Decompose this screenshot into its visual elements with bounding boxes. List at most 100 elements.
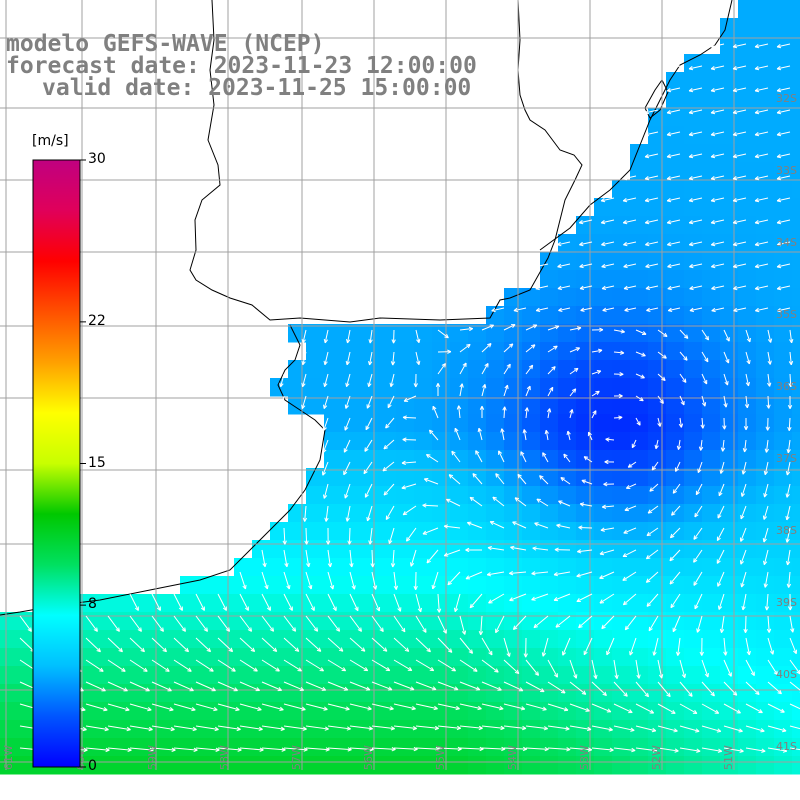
wind-arrow	[327, 549, 333, 568]
wind-cell	[144, 684, 163, 703]
wind-arrow	[388, 527, 395, 544]
wind-cell	[612, 198, 631, 217]
wind-cell	[540, 738, 559, 757]
wind-arrow	[644, 197, 659, 203]
wind-cell	[792, 576, 800, 595]
wind-cell	[432, 468, 451, 487]
wind-cell	[378, 450, 397, 469]
wind-arrow	[481, 343, 492, 353]
wind-arrow	[622, 175, 637, 181]
wind-cell	[666, 252, 685, 271]
wind-arrow	[569, 725, 592, 732]
wind-cell	[522, 540, 541, 559]
wind-cell	[522, 306, 541, 325]
wind-arrow	[217, 725, 241, 732]
wind-arrow	[542, 452, 549, 463]
wind-arrow	[776, 43, 791, 49]
wind-speed-field	[0, 0, 800, 775]
wind-cell	[522, 684, 541, 703]
wind-cell	[594, 558, 613, 577]
wind-arrow	[789, 703, 800, 710]
wind-cell	[792, 162, 800, 181]
wind-cell	[684, 72, 703, 91]
wind-arrow	[613, 725, 635, 732]
wind-cell	[774, 468, 793, 487]
wind-cell	[504, 306, 523, 325]
wind-cell	[234, 594, 253, 613]
wind-arrow	[745, 373, 750, 387]
wind-cell	[234, 684, 253, 703]
wind-cell	[306, 324, 325, 343]
wind-cell	[198, 720, 217, 739]
wind-arrow	[349, 615, 362, 632]
wind-arrow	[765, 417, 770, 431]
wind-arrow	[509, 570, 527, 576]
wind-arrow	[710, 219, 725, 225]
wind-cell	[180, 756, 199, 775]
wind-arrow	[767, 373, 772, 387]
wind-arrow	[239, 571, 247, 590]
wind-arrow	[371, 681, 393, 691]
wind-arrow	[302, 505, 308, 522]
wind-arrow	[305, 681, 327, 691]
wind-arrow	[717, 593, 725, 610]
colorbar-tick-label: 8	[88, 596, 97, 613]
wind-cell	[0, 630, 19, 649]
wind-cell	[684, 306, 703, 325]
wind-arrow	[323, 395, 329, 409]
wind-arrow	[85, 615, 98, 632]
wind-cell	[612, 504, 631, 523]
wind-cell	[756, 342, 775, 361]
wind-arrow	[739, 549, 747, 565]
wind-cell	[360, 666, 379, 685]
wind-cell	[774, 54, 793, 73]
lat-label: 41S	[776, 740, 797, 753]
wind-cell	[774, 450, 793, 469]
wind-arrow	[789, 725, 800, 730]
wind-cell	[108, 630, 127, 649]
wind-arrow	[513, 307, 527, 313]
wind-cell	[666, 486, 685, 505]
wind-cell	[702, 504, 721, 523]
wind-cell	[378, 558, 397, 577]
wind-arrow	[657, 373, 666, 382]
wind-arrow	[481, 637, 493, 656]
wind-cell	[450, 684, 469, 703]
wind-cell	[702, 252, 721, 271]
wind-cell	[306, 378, 325, 397]
colorbar-bar	[32, 159, 81, 768]
wind-arrow	[217, 637, 234, 653]
wind-cell	[324, 468, 343, 487]
wind-arrow	[85, 659, 104, 672]
wind-cell	[594, 594, 613, 613]
wind-cell	[702, 756, 721, 775]
wind-cell	[684, 684, 703, 703]
wind-arrow	[129, 615, 142, 632]
wind-arrow	[631, 439, 637, 449]
wind-arrow	[710, 197, 725, 203]
wind-arrow	[283, 549, 289, 568]
wind-arrow	[557, 263, 571, 269]
wind-cell	[306, 360, 325, 379]
wind-cell	[792, 684, 800, 703]
wind-cell	[576, 396, 595, 415]
wind-cell	[450, 468, 469, 487]
wind-cell	[378, 486, 397, 505]
wind-arrow	[437, 349, 452, 354]
wind-cell	[774, 342, 793, 361]
wind-cell	[378, 378, 397, 397]
wind-arrow	[688, 65, 703, 71]
wind-arrow	[581, 479, 593, 485]
wind-cell	[594, 306, 613, 325]
wind-arrow	[129, 681, 150, 692]
wind-arrow	[305, 571, 313, 590]
wind-cell	[666, 666, 685, 685]
wind-arrow	[613, 681, 628, 697]
wind-arrow	[635, 351, 646, 357]
wind-cell	[684, 180, 703, 199]
wind-arrow	[305, 593, 315, 611]
wind-arrow	[613, 393, 623, 399]
wind-cell	[792, 342, 800, 361]
wind-cell	[450, 612, 469, 631]
wind-cell	[144, 702, 163, 721]
